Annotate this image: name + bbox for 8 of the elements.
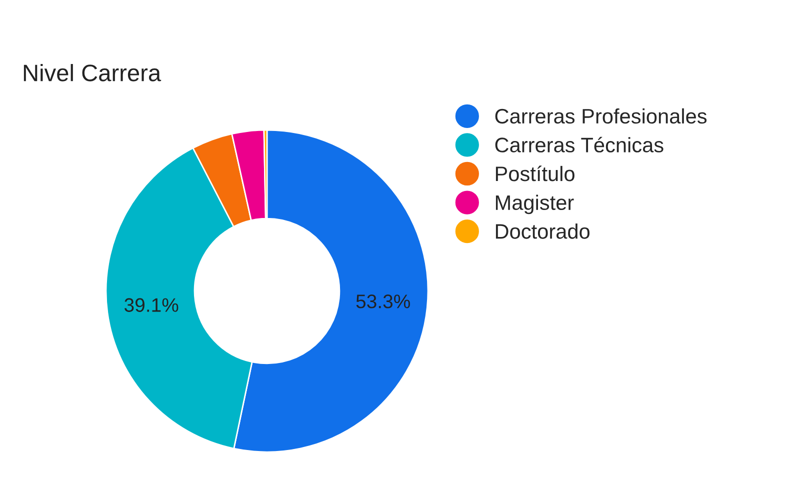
legend-label: Carreras Técnicas (495, 136, 664, 152)
data-label: 53.3% (356, 294, 410, 308)
legend-label: Carreras Profesionales (495, 108, 707, 124)
chart-title: Nivel Carrera (24, 64, 162, 82)
legend-label: Postítulo (496, 166, 574, 182)
legend-label: Doctorado (496, 224, 590, 239)
data-label: 39.1% (124, 298, 178, 312)
legend-label: Magister (496, 194, 574, 214)
